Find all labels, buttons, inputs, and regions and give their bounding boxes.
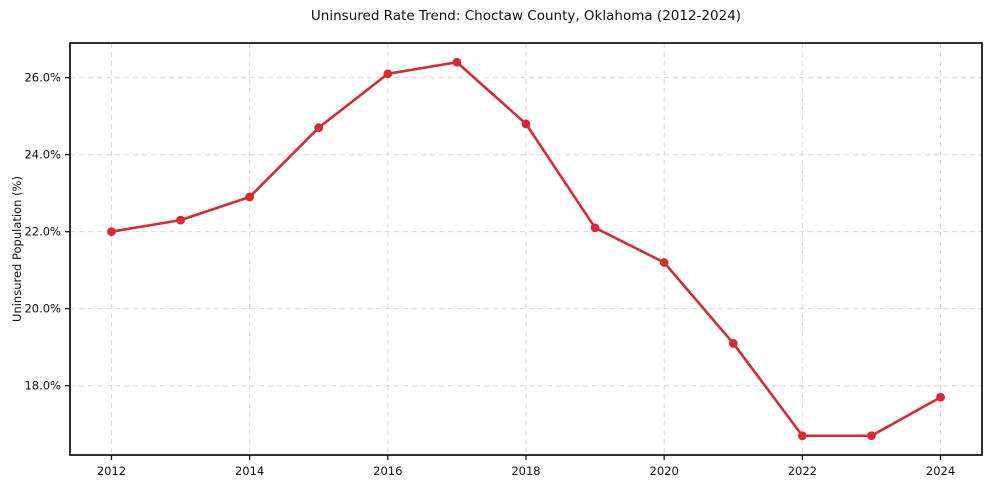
- axis-ticks: [65, 77, 942, 460]
- data-series: [107, 57, 945, 441]
- data-point: [107, 227, 116, 237]
- y-tick-label: 24.0%: [24, 148, 61, 162]
- x-tick-label: 2014: [235, 464, 264, 478]
- data-point: [383, 69, 393, 79]
- y-axis-label: Uninsured Population (%): [10, 176, 24, 322]
- y-tick-label: 18.0%: [24, 379, 61, 393]
- x-tick-label: 2016: [373, 464, 402, 478]
- data-point: [797, 431, 807, 441]
- data-point: [314, 123, 324, 133]
- data-point: [245, 192, 255, 202]
- x-tick-label: 2024: [926, 464, 955, 478]
- x-tick-label: 2018: [511, 464, 540, 478]
- chart-title: Uninsured Rate Trend: Choctaw County, Ok…: [310, 8, 742, 24]
- data-point: [590, 223, 600, 233]
- x-axis-tick-labels: 2012 2014 2016 2018 2020 2022 2024: [97, 464, 955, 478]
- gridlines: [70, 43, 982, 455]
- data-point: [936, 392, 945, 402]
- data-point: [176, 215, 185, 225]
- y-tick-label: 20.0%: [24, 302, 61, 316]
- data-point: [521, 119, 531, 129]
- x-tick-label: 2022: [788, 464, 817, 478]
- data-point: [659, 258, 669, 267]
- data-point: [728, 338, 738, 348]
- y-tick-label: 22.0%: [24, 225, 61, 239]
- x-tick-label: 2012: [97, 464, 126, 478]
- y-tick-label: 26.0%: [24, 71, 61, 85]
- y-axis-tick-labels: 18.0% 20.0% 22.0% 24.0% 26.0%: [24, 71, 61, 393]
- x-tick-label: 2020: [650, 464, 679, 478]
- plot-border: [69, 42, 983, 456]
- data-point: [867, 431, 876, 441]
- data-point: [452, 57, 462, 67]
